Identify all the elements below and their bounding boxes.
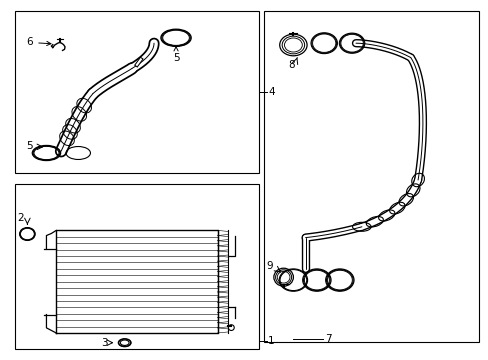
Text: 6: 6 [26,37,51,48]
Text: 1: 1 [267,336,274,346]
Text: 5: 5 [172,47,179,63]
Bar [15,11,259,173]
Text: 7: 7 [325,334,331,344]
Text: 9: 9 [265,261,272,271]
Text: 5: 5 [26,141,33,151]
Text: 8: 8 [287,60,294,70]
Text: 2: 2 [17,213,24,223]
Bar [264,11,478,342]
Text: 3: 3 [101,338,107,348]
Text: 4: 4 [267,87,274,97]
Bar [15,184,259,349]
